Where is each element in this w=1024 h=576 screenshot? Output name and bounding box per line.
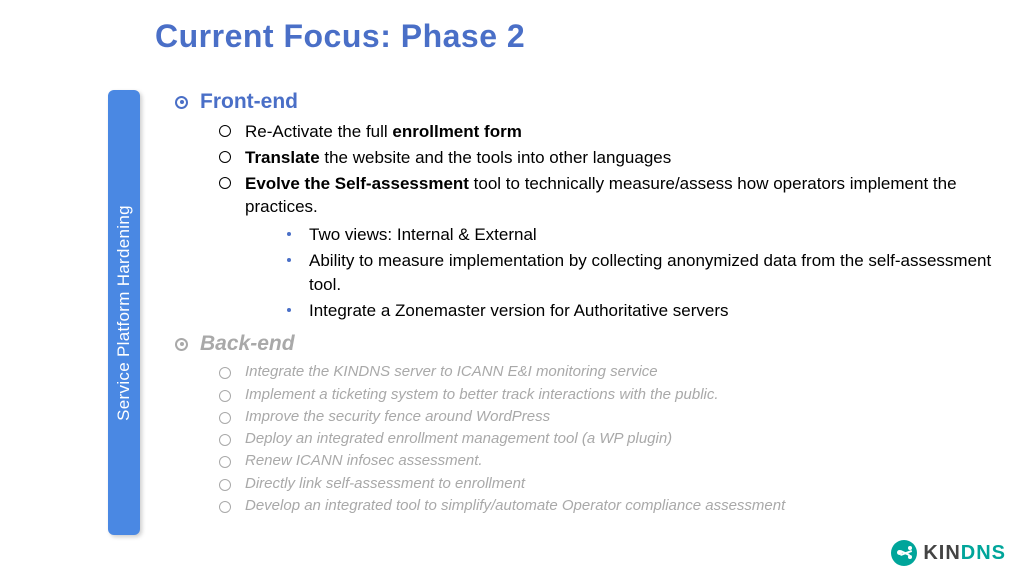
- logo-dns: DNS: [961, 542, 1006, 564]
- target-icon: [175, 338, 188, 351]
- list-item: Integrate a Zonemaster version for Autho…: [287, 299, 995, 323]
- list-item: Two views: Internal & External: [287, 223, 995, 247]
- list-item: Implement a ticketing system to better t…: [219, 385, 995, 405]
- text: the website and the tools into other lan…: [320, 148, 672, 167]
- text-bold: Evolve the Self-assessment: [245, 174, 469, 193]
- frontend-title: Front-end: [200, 90, 298, 114]
- kindns-logo: KINDNS: [891, 540, 1006, 566]
- backend-heading: Back-end: [175, 332, 995, 356]
- backend-title: Back-end: [200, 332, 295, 356]
- backend-list: Integrate the KINDNS server to ICANN E&I…: [219, 362, 995, 516]
- network-icon: [891, 540, 917, 566]
- list-item: Ability to measure implementation by col…: [287, 249, 995, 297]
- text-bold: Translate: [245, 148, 320, 167]
- text-bold: enrollment form: [392, 122, 521, 141]
- list-item: Develop an integrated tool to simplify/a…: [219, 496, 995, 516]
- target-icon: [175, 96, 188, 109]
- list-item: Improve the security fence around WordPr…: [219, 407, 995, 427]
- list-item: Translate the website and the tools into…: [219, 146, 995, 170]
- list-item: Renew ICANN infosec assessment.: [219, 451, 995, 471]
- frontend-sublist: Two views: Internal & External Ability t…: [287, 223, 995, 322]
- list-item: Evolve the Self-assessment tool to techn…: [219, 172, 995, 323]
- sidebar-label: Service Platform Hardening: [114, 205, 134, 421]
- slide-title: Current Focus: Phase 2: [155, 18, 525, 55]
- list-item: Integrate the KINDNS server to ICANN E&I…: [219, 362, 995, 382]
- logo-kin: KIN: [923, 542, 960, 564]
- list-item: Deploy an integrated enrollment manageme…: [219, 429, 995, 449]
- sidebar-tab: Service Platform Hardening: [108, 90, 140, 535]
- frontend-heading: Front-end: [175, 90, 995, 114]
- list-item: Re-Activate the full enrollment form: [219, 120, 995, 144]
- list-item: Directly link self-assessment to enrollm…: [219, 474, 995, 494]
- text: Re-Activate the full: [245, 122, 392, 141]
- backend-list-wrap: Integrate the KINDNS server to ICANN E&I…: [175, 362, 995, 516]
- logo-text: KINDNS: [923, 542, 1006, 565]
- slide-content: Front-end Re-Activate the full enrollmen…: [175, 90, 995, 526]
- frontend-list: Re-Activate the full enrollment form Tra…: [219, 120, 995, 322]
